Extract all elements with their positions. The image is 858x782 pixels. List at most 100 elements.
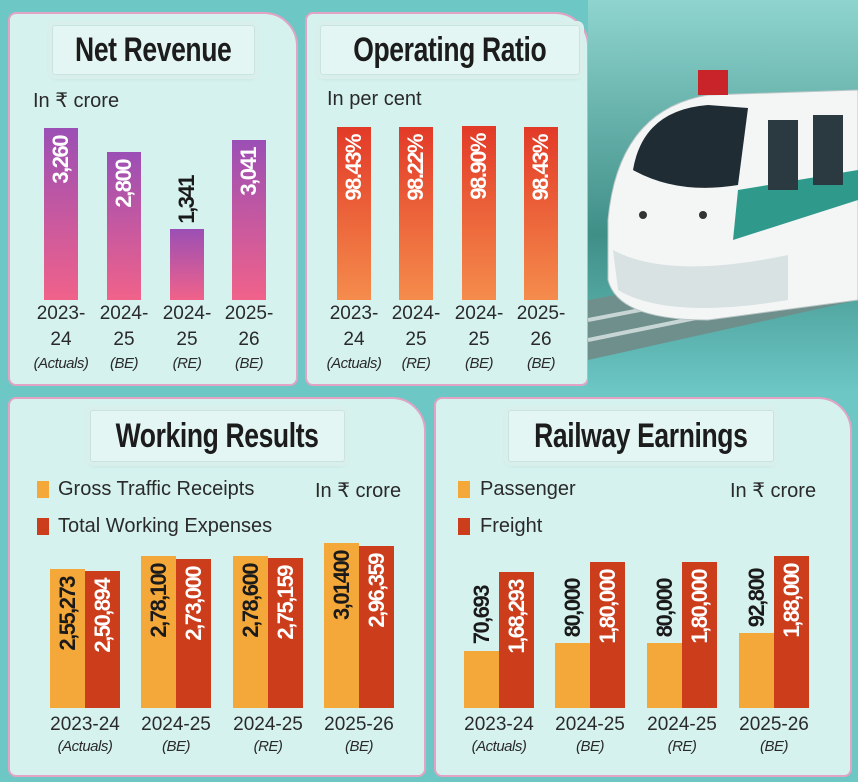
working-results-bar-a xyxy=(233,555,268,708)
legend-freight: Freight xyxy=(480,515,543,537)
operating-ratio-bar-label: 98.90% xyxy=(466,134,491,200)
legend-passenger: Passenger xyxy=(480,478,576,500)
railway-earnings-title: Railway Earnings xyxy=(534,416,748,455)
railway-earnings-title-box: Railway Earnings xyxy=(508,410,774,462)
working-results-x-label: 2025-26 xyxy=(324,714,394,735)
operating-ratio-x-label: 26 xyxy=(530,329,552,350)
net-revenue-unit: In ₹ crore xyxy=(33,90,120,112)
working-results-bar-a xyxy=(50,568,85,708)
net-revenue-bar-label: 1,341 xyxy=(174,175,199,224)
working-results-bar-b xyxy=(268,557,303,708)
working-results-title-box: Working Results xyxy=(90,410,345,462)
net-revenue-x-note: (BE) xyxy=(235,355,264,372)
operating-ratio-bar xyxy=(399,127,433,300)
legend-swatch-passenger xyxy=(458,481,470,498)
railway-earnings-x-note: (RE) xyxy=(667,738,697,755)
operating-ratio-bar xyxy=(337,127,371,300)
working-results-bar-b-label: 2,75,159 xyxy=(272,565,298,640)
net-revenue-bar xyxy=(170,229,204,300)
working-results-bar-b xyxy=(176,558,211,708)
legend-total-working-expenses: Total Working Expenses xyxy=(58,515,273,537)
net-revenue-x-label: 2023- xyxy=(36,303,86,324)
railway-earnings-bar-b-label: 1,80,000 xyxy=(594,570,620,644)
legend-swatch-total-working-expenses xyxy=(37,518,49,535)
net-revenue-x-label: 2024- xyxy=(162,303,212,324)
railway-earnings-x-note: (Actuals) xyxy=(471,738,527,755)
net-revenue-x-note: (BE) xyxy=(110,355,139,372)
operating-ratio-x-note: (RE) xyxy=(401,355,431,372)
net-revenue-title-box: Net Revenue xyxy=(52,25,255,75)
operating-ratio-bar-label: 98.43% xyxy=(528,135,553,201)
working-results-x-note: (BE) xyxy=(162,738,191,755)
railway-earnings-x-note: (BE) xyxy=(576,738,605,755)
net-revenue-bar xyxy=(44,128,78,300)
railway-earnings-bar-b xyxy=(590,562,625,708)
railway-earnings-bar-b xyxy=(682,562,717,708)
railway-earnings-bar-a xyxy=(464,650,499,708)
net-revenue-x-label: 26 xyxy=(238,329,260,350)
net-revenue-bar xyxy=(107,152,141,300)
working-results-bar-a-label: 2,78,600 xyxy=(237,563,263,638)
operating-ratio-x-label: 2024- xyxy=(454,303,504,324)
railway-earnings-bar-b xyxy=(499,571,534,708)
railway-earnings-x-label: 2025-26 xyxy=(739,714,809,735)
net-revenue-x-label: 25 xyxy=(176,329,198,350)
operating-ratio-bar-label: 98.43% xyxy=(341,135,366,201)
operating-ratio-title: Operating Ratio xyxy=(353,30,547,69)
net-revenue-bar-label: 3,260 xyxy=(48,136,73,184)
working-results-x-label: 2024-25 xyxy=(233,714,303,735)
railway-earnings-bar-b-label: 1,88,000 xyxy=(778,563,804,638)
working-results-bar-a-label: 2,78,100 xyxy=(145,564,171,638)
operating-ratio-x-note: (Actuals) xyxy=(326,355,382,372)
operating-ratio-unit: In per cent xyxy=(327,88,422,110)
railway-earnings-x-note: (BE) xyxy=(760,738,789,755)
railway-earnings-x-label: 2024-25 xyxy=(647,714,717,735)
operating-ratio-x-note: (BE) xyxy=(527,355,556,372)
working-results-x-label: 2024-25 xyxy=(141,714,211,735)
railway-earnings-bar-a xyxy=(647,643,682,708)
working-results-x-label: 2023-24 xyxy=(50,714,120,735)
operating-ratio-x-label: 2025- xyxy=(516,303,566,324)
working-results-x-note: (RE) xyxy=(253,738,283,755)
operating-ratio-title-box: Operating Ratio xyxy=(320,25,580,75)
working-results-bar-b-label: 2,73,000 xyxy=(180,566,206,641)
railway-earnings-bar-b xyxy=(774,555,809,708)
railway-earnings-x-label: 2023-24 xyxy=(464,714,534,735)
railway-earnings-x-label: 2024-25 xyxy=(555,714,625,735)
net-revenue-x-note: (RE) xyxy=(172,355,202,372)
legend-gross-traffic-receipts: Gross Traffic Receipts xyxy=(58,478,255,500)
legend-swatch-freight xyxy=(458,518,470,535)
net-revenue-x-label: 25 xyxy=(113,329,135,350)
railway-earnings-bar-b-label: 1,80,000 xyxy=(686,570,712,644)
operating-ratio-x-label: 2023- xyxy=(329,303,379,324)
operating-ratio-x-label: 2024- xyxy=(391,303,441,324)
railway-earnings-bar-a xyxy=(739,632,774,708)
operating-ratio-bar-label: 98.22% xyxy=(403,135,428,202)
working-results-unit: In ₹ crore xyxy=(315,480,402,502)
net-revenue-x-label: 2024- xyxy=(99,303,149,324)
working-results-bar-b xyxy=(85,571,120,708)
legend-swatch-gross-traffic-receipts xyxy=(37,481,49,498)
operating-ratio-bar xyxy=(462,126,496,300)
working-results-bar-a xyxy=(324,543,359,708)
railway-earnings-bar-a-label: 70,693 xyxy=(468,586,494,645)
operating-ratio-x-label: 25 xyxy=(468,329,490,350)
railway-earnings-bar-a xyxy=(555,643,590,708)
net-revenue-title: Net Revenue xyxy=(75,30,232,69)
working-results-bar-b-label: 2,96,359 xyxy=(363,554,389,628)
operating-ratio-bar xyxy=(524,127,558,300)
net-revenue-x-label: 2025- xyxy=(224,303,274,324)
railway-earnings-bar-a-label: 80,000 xyxy=(559,578,585,638)
railway-earnings-bar-a-label: 80,000 xyxy=(651,578,677,638)
net-revenue-x-note: (Actuals) xyxy=(33,355,89,372)
operating-ratio-x-note: (BE) xyxy=(465,355,494,372)
working-results-bar-b xyxy=(359,546,394,708)
railway-earnings-unit: In ₹ crore xyxy=(730,480,817,502)
working-results-bar-a-label: 2,55,273 xyxy=(54,576,80,651)
operating-ratio-x-label: 24 xyxy=(343,329,365,350)
working-results-bar-b-label: 2,50,894 xyxy=(89,579,115,653)
working-results-bar-a-label: 3,01400 xyxy=(328,551,354,621)
railway-earnings-bar-b-label: 1,68,293 xyxy=(503,579,529,654)
working-results-bar-a xyxy=(141,556,176,708)
net-revenue-x-label: 24 xyxy=(50,329,72,350)
